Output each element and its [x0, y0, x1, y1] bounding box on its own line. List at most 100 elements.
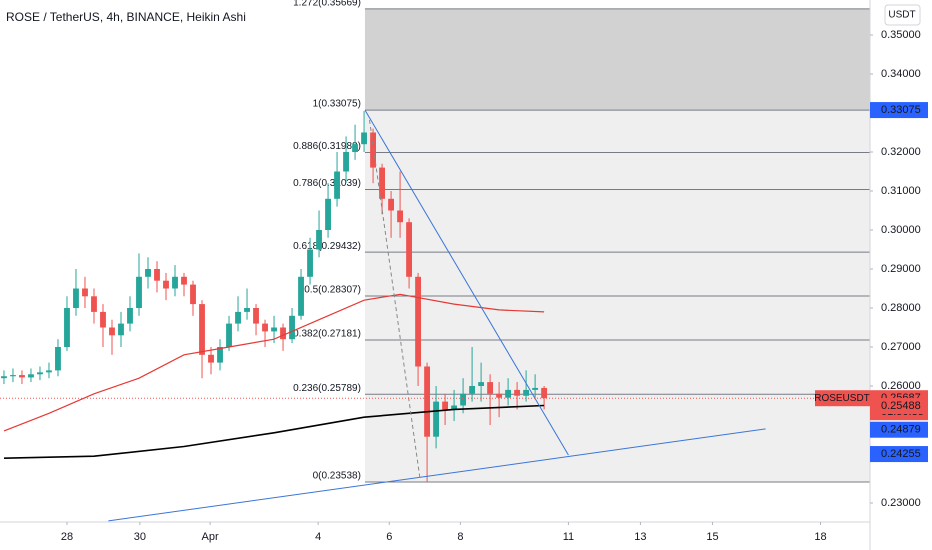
candle-body: [46, 370, 52, 373]
candle-body: [271, 327, 277, 332]
candle-body: [433, 401, 440, 437]
fib-zone: [364, 296, 870, 340]
candle-body: [397, 210, 403, 223]
fib-label: 0.886(0.31988): [293, 141, 361, 152]
candle-body: [163, 280, 169, 289]
x-tick-label: Apr: [202, 531, 219, 543]
candle-body: [325, 198, 331, 230]
y-tick-label: 0.28000: [881, 302, 921, 314]
price-badge-label: 0.25488: [881, 400, 921, 412]
candle-body: [55, 346, 61, 371]
candle-body: [235, 311, 241, 324]
y-tick-label: 0.30000: [881, 224, 921, 236]
fib-label: 0.382(0.27181): [293, 329, 361, 340]
price-badge: [870, 421, 928, 438]
price-badge: [870, 397, 928, 414]
currency-label[interactable]: USDT: [888, 10, 915, 21]
price-badge-label: 0.33075: [881, 104, 921, 116]
candle-body: [424, 366, 431, 437]
candle-body: [208, 354, 214, 363]
candle-body: [73, 288, 79, 308]
x-tick-label: 6: [386, 531, 392, 543]
candle-body: [388, 198, 394, 211]
candle-body: [334, 171, 340, 199]
moving-average: [3, 293, 545, 432]
y-tick-label: 0.29000: [881, 263, 921, 275]
fib-zone: [364, 394, 870, 483]
candle-body: [469, 386, 476, 394]
candle-body: [19, 375, 25, 378]
x-tick-label: 30: [134, 531, 146, 543]
price-badge-label: 0.24255: [881, 448, 921, 460]
y-tick-label: 0.31000: [881, 185, 921, 197]
candle-body: [352, 144, 358, 152]
candle-body: [217, 346, 223, 363]
candle-body: [244, 307, 250, 312]
fib-zone: [364, 8, 870, 111]
fib-label: 0.618(0.29432): [293, 241, 361, 252]
price-badge-label: 0.24879: [881, 424, 921, 436]
candle-body: [118, 323, 124, 336]
candle-body: [190, 284, 196, 305]
candle-body: [91, 296, 97, 312]
candle-body: [226, 323, 232, 347]
candle-body: [1, 376, 7, 379]
candle-body: [37, 372, 43, 375]
candle-body: [298, 276, 304, 316]
candle-body: [523, 389, 530, 396]
fib-label: 0.5(0.28307): [304, 285, 361, 296]
candle-body: [379, 167, 385, 199]
fib-label: 0.786(0.31039): [293, 178, 361, 189]
candle-body: [514, 389, 521, 396]
x-tick-label: 4: [315, 531, 321, 543]
fib-zone: [364, 189, 870, 253]
plot: 1.272(0.35669) 1(0.33075) 0.886(0.31988) 0.…: [1, 0, 870, 522]
candle-body: [109, 327, 115, 336]
candle-body: [136, 276, 142, 308]
candle-body: [289, 315, 295, 340]
x-tick-label: 8: [457, 531, 463, 543]
candle-body: [262, 323, 268, 332]
currency-button[interactable]: [884, 4, 921, 26]
y-tick-label: 0.35000: [881, 29, 921, 41]
candle-body: [127, 307, 133, 324]
candle-body: [460, 393, 467, 406]
candle-body: [361, 132, 367, 145]
trend-line: [108, 428, 766, 522]
candle-body: [541, 387, 548, 399]
price-badge: [870, 102, 928, 119]
candle-body: [253, 307, 259, 324]
x-tick-label: 15: [706, 531, 718, 543]
price-badge: [870, 446, 928, 463]
candle-body: [478, 382, 485, 387]
y-tick-label: 0.34000: [881, 68, 921, 80]
candle-body: [199, 304, 205, 355]
candle-body: [10, 375, 16, 377]
fib-zone: [364, 152, 870, 190]
candle-body: [100, 311, 106, 328]
x-tick-label: 28: [61, 531, 73, 543]
trend-line: [364, 109, 569, 456]
fib-label: 1.272(0.35669): [293, 0, 361, 9]
candle-body: [181, 276, 187, 285]
y-tick-label: 0.32000: [881, 146, 921, 158]
candle-body: [505, 389, 512, 398]
fib-label: 1(0.33075): [313, 99, 361, 110]
candle-body: [451, 405, 458, 410]
candle-body: [145, 268, 151, 277]
x-tick-label: 13: [634, 531, 646, 543]
candle-body: [28, 374, 34, 378]
candle-body: [370, 132, 376, 168]
candle-body: [343, 151, 349, 172]
candle-body: [280, 327, 286, 340]
fib-zone: [364, 252, 870, 297]
candle-body: [496, 393, 503, 398]
candle-body: [415, 276, 422, 367]
candle-body: [487, 382, 494, 394]
candle-body: [82, 288, 88, 297]
title-backdrop: [0, 6, 250, 30]
candle-body: [442, 401, 449, 410]
fib-label: 0.236(0.25789): [293, 383, 361, 394]
candle-body: [172, 276, 178, 289]
